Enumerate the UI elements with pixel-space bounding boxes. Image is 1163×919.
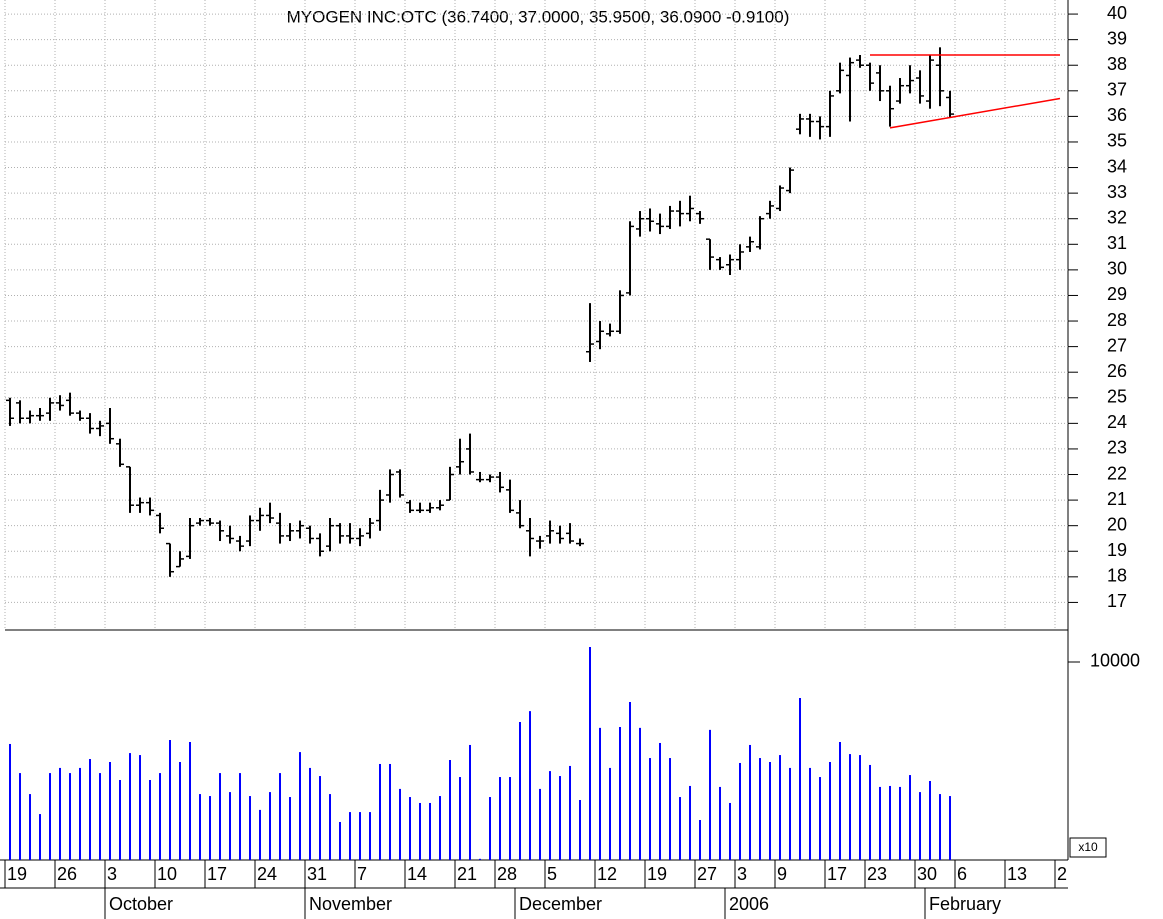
unit-box — [1069, 837, 1107, 858]
x-tick-label: 10 — [157, 864, 177, 884]
y-tick-label: 25 — [1107, 387, 1127, 407]
x-tick-label: 9 — [777, 864, 787, 884]
x-tick-label: 28 — [497, 864, 517, 884]
y-tick-label: 32 — [1107, 207, 1127, 227]
chart-title: MYOGEN INC:OTC (36.7400, 37.0000, 35.950… — [287, 7, 790, 26]
x-tick-label: 3 — [107, 864, 117, 884]
x-tick-label: 14 — [407, 864, 427, 884]
x-tick-label: 23 — [867, 864, 887, 884]
y-tick-label: 35 — [1107, 131, 1127, 151]
x-tick-label: 27 — [697, 864, 717, 884]
x-tick-label: 5 — [547, 864, 557, 884]
y-tick-label: 37 — [1107, 80, 1127, 100]
x-tick-label: 24 — [257, 864, 277, 884]
month-label: October — [109, 894, 173, 914]
y-tick-label: 28 — [1107, 310, 1127, 330]
x-tick-label: 26 — [57, 864, 77, 884]
x-tick-label: 30 — [917, 864, 937, 884]
y-tick-label: 20 — [1107, 514, 1127, 534]
month-label: 2006 — [729, 894, 769, 914]
x-tick-label: 7 — [357, 864, 367, 884]
y-tick-label: 39 — [1107, 28, 1127, 48]
y-tick-label: 23 — [1107, 438, 1127, 458]
y-tick-label: 33 — [1107, 182, 1127, 202]
y-tick-label: 40 — [1107, 3, 1127, 23]
x-tick-label: 19 — [647, 864, 667, 884]
y-tick-label: 31 — [1107, 233, 1127, 253]
y-tick-label: 21 — [1107, 489, 1127, 509]
y-tick-label: 22 — [1107, 463, 1127, 483]
y-tick-label: 18 — [1107, 566, 1127, 586]
month-label: December — [519, 894, 602, 914]
volume-unit: x10 — [1078, 840, 1098, 854]
trendline — [889, 97, 1061, 129]
month-label: November — [309, 894, 392, 914]
x-tick-label: 21 — [457, 864, 477, 884]
x-tick-label: 6 — [957, 864, 967, 884]
y-tick-label: 36 — [1107, 105, 1127, 125]
x-tick-label: 17 — [827, 864, 847, 884]
y-tick-label: 26 — [1107, 361, 1127, 381]
x-tick-label: 19 — [7, 864, 27, 884]
y-tick-label: 30 — [1107, 259, 1127, 279]
y2-tick-label: 10000 — [1090, 651, 1140, 671]
y-tick-label: 24 — [1107, 412, 1127, 432]
y-tick-label: 38 — [1107, 54, 1127, 74]
x-tick-label: 13 — [1007, 864, 1027, 884]
x-tick-label: 12 — [597, 864, 617, 884]
x-tick-label: 31 — [307, 864, 327, 884]
x-tick-label: 3 — [737, 864, 747, 884]
month-label: February — [929, 894, 1001, 914]
x-tick-label: 17 — [207, 864, 227, 884]
y-tick-label: 27 — [1107, 335, 1127, 355]
y-tick-label: 34 — [1107, 156, 1127, 176]
y-tick-label: 29 — [1107, 284, 1127, 304]
y-tick-label: 17 — [1107, 591, 1127, 611]
x-tick-label: 2 — [1057, 864, 1067, 884]
y-tick-label: 19 — [1107, 540, 1127, 560]
